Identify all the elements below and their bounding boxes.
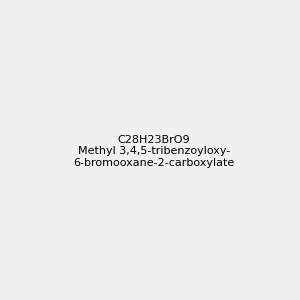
- Text: C28H23BrO9
Methyl 3,4,5-tribenzoyloxy-
6-bromooxane-2-carboxylate: C28H23BrO9 Methyl 3,4,5-tribenzoyloxy- 6…: [73, 135, 234, 168]
